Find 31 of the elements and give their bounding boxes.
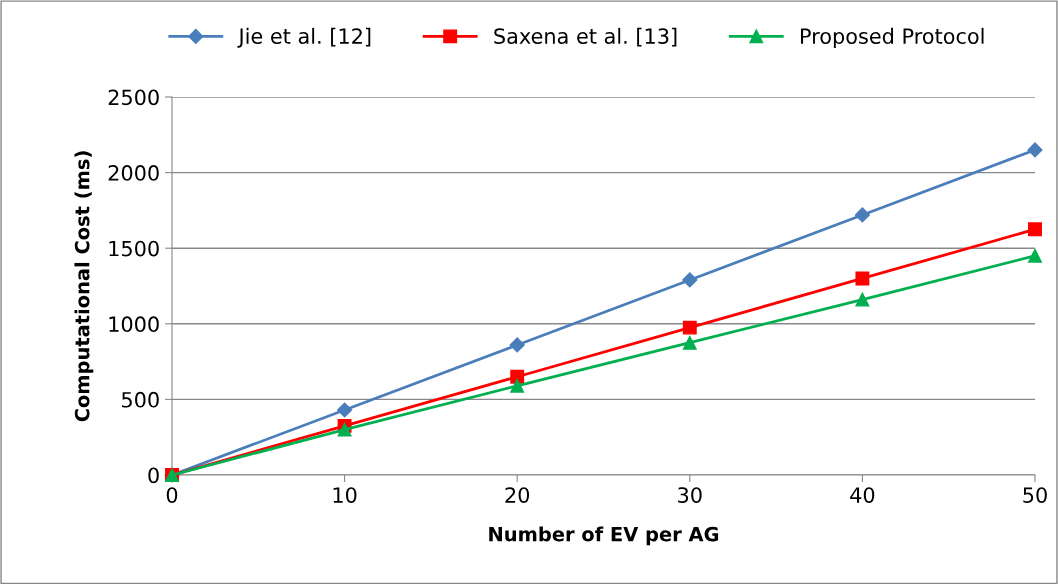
- legend-label: Proposed Protocol: [801, 27, 984, 49]
- x-tick-label: 50: [1023, 487, 1047, 503]
- point: [509, 337, 525, 353]
- y-axis-title: Computational Cost (ms): [74, 151, 94, 422]
- point: [510, 369, 525, 384]
- y-tick-label: 1500: [109, 240, 159, 257]
- point: [1027, 142, 1043, 158]
- point: [682, 272, 698, 288]
- x-tick-label: 10: [333, 487, 357, 503]
- point: [855, 271, 870, 286]
- point: [1028, 222, 1042, 237]
- y-tick-label: 1000: [109, 316, 159, 333]
- x-axis-title: Number of EV per AG: [489, 526, 719, 546]
- point: [337, 402, 353, 418]
- y-tick-label: 2000: [108, 165, 159, 181]
- y-tick-label: 0: [148, 467, 159, 484]
- point: [682, 335, 697, 350]
- point: [337, 422, 352, 437]
- x-tick-label: 0: [166, 487, 178, 503]
- point: [854, 207, 870, 223]
- x-tick-label: 30: [678, 487, 702, 503]
- point: [510, 378, 525, 393]
- legend-label: Jie et al. [12]: [237, 27, 371, 48]
- y-tick-label: 500: [122, 391, 159, 408]
- legend-label: Saxena et al. [13]: [494, 27, 677, 47]
- point: [682, 320, 697, 335]
- point: [1028, 248, 1042, 263]
- x-tick-label: 20: [505, 487, 530, 503]
- point: [855, 292, 870, 307]
- y-tick-label: 2500: [108, 89, 159, 106]
- x-tick-label: 40: [850, 487, 875, 503]
